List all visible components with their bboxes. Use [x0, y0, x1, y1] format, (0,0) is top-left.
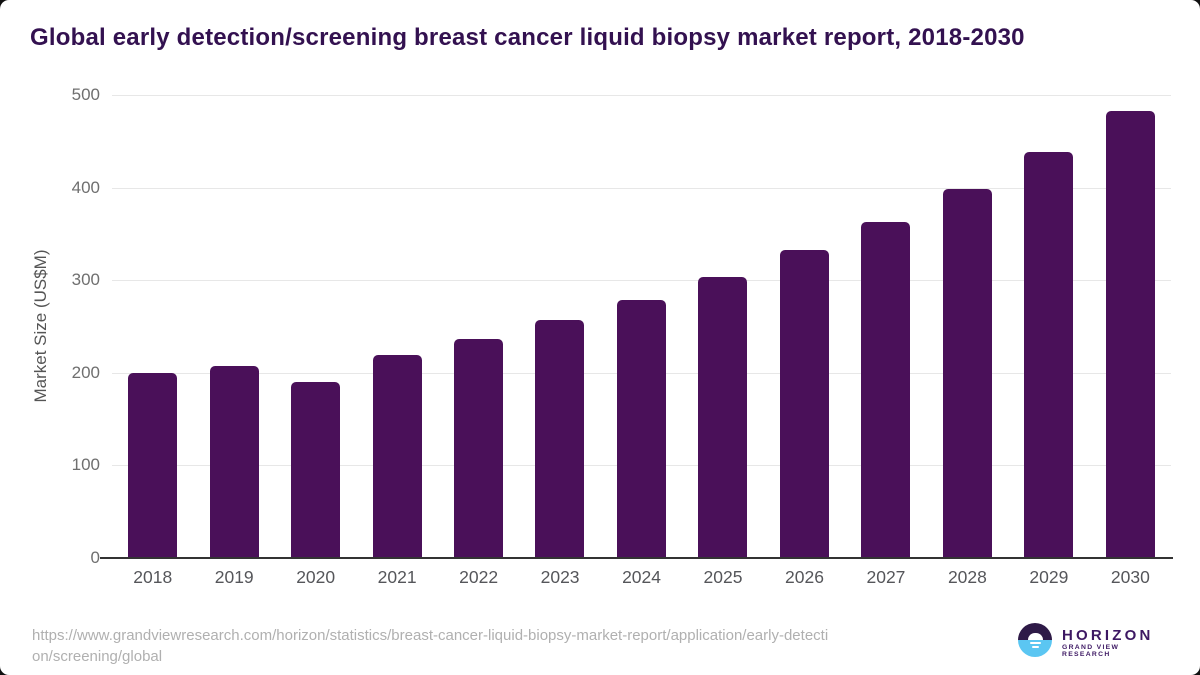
x-tick-label-2018: 2018	[133, 567, 173, 587]
bar-2027	[861, 221, 911, 558]
chart-title: Global early detection/screening breast …	[30, 24, 1025, 51]
x-tick-label-2027: 2027	[866, 567, 906, 587]
bar-2022	[454, 338, 504, 558]
logo-subbrand-text: GRAND VIEW RESEARCH	[1062, 644, 1120, 658]
y-tick-label-0: 0	[90, 548, 100, 567]
bar-2023	[535, 320, 585, 558]
sun-dome-icon	[1027, 632, 1043, 640]
logo-brand-text: HORIZON	[1062, 627, 1154, 644]
bar-2026	[779, 249, 829, 558]
gridline-400	[112, 187, 1171, 189]
plot-area	[112, 95, 1171, 558]
bar-2018	[128, 372, 178, 558]
horizon-logo[interactable]: HORIZON GRAND VIEW RESEARCH	[1018, 622, 1158, 658]
bar-2024	[616, 299, 666, 558]
bar-series	[112, 95, 1171, 558]
x-tick-label-2021: 2021	[377, 567, 417, 587]
bar-2025	[698, 276, 748, 558]
gridline-500	[112, 95, 1171, 96]
y-tick-label-200: 200	[71, 362, 100, 382]
x-tick-label-2025: 2025	[703, 567, 743, 587]
x-tick-label-2029: 2029	[1029, 567, 1069, 587]
x-axis-tick-labels: 2018 2019 2020 2021 2022 2023 2024 2025 2026 2027…	[112, 567, 1171, 588]
bar-2029	[1024, 152, 1074, 558]
horizon-logo-icon	[1018, 623, 1052, 657]
y-tick-label-400: 400	[71, 177, 100, 197]
x-tick-label-2023: 2023	[540, 567, 580, 587]
x-tick-label-2019: 2019	[214, 567, 254, 587]
x-tick-label-2020: 2020	[296, 567, 336, 587]
x-tick-label-2030: 2030	[1110, 567, 1150, 587]
y-tick-label-300: 300	[71, 270, 100, 290]
gridline-300	[112, 280, 1171, 282]
x-tick-label-2022: 2022	[459, 567, 499, 587]
x-tick-label-2028: 2028	[947, 567, 987, 587]
bar-2021	[372, 355, 422, 558]
source-url[interactable]: https://www.grandviewresearch.com/horizo…	[32, 627, 829, 665]
y-tick-label-100: 100	[71, 455, 100, 475]
x-axis-line	[100, 557, 1173, 559]
horizon-reflection-line	[1031, 645, 1039, 648]
y-tick-label-500: 500	[71, 85, 100, 104]
x-tick-label-2026: 2026	[785, 567, 824, 587]
bar-2030	[1105, 110, 1155, 558]
bar-2028	[942, 189, 992, 558]
bar-2020	[291, 382, 341, 558]
bar-2019	[209, 366, 259, 558]
x-tick-label-2024: 2024	[622, 567, 662, 587]
horizon-reflection-line	[1029, 642, 1041, 645]
